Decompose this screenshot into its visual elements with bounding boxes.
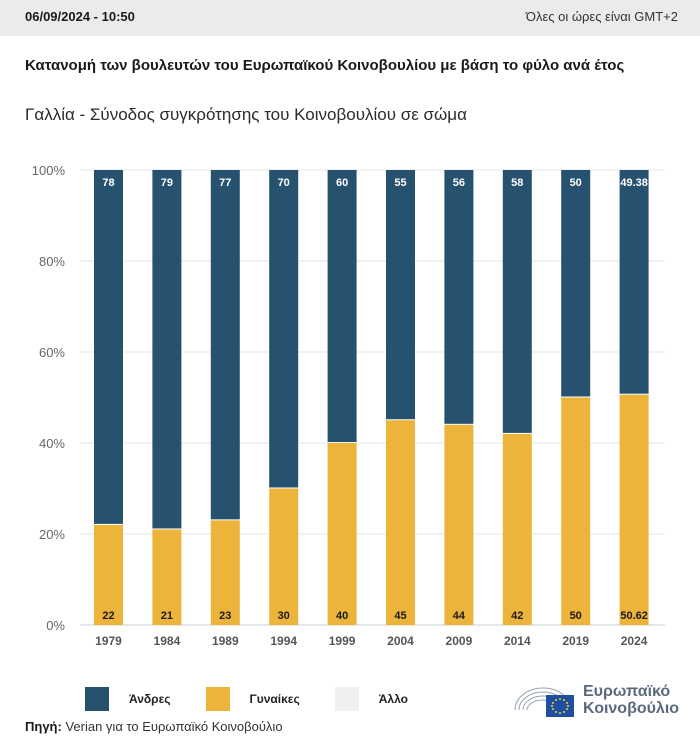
bar-women [152,529,182,625]
source-note: Πηγή: Verian για το Ευρωπαϊκό Κοινοβούλι… [25,719,283,734]
data-label-men: 49.38 [620,177,648,189]
datetime: 06/09/2024 - 10:50 [25,9,135,24]
bar-men [386,170,415,420]
legend-item-other[interactable]: Άλλο [334,687,408,711]
chart-title: Κατανομή των βουλευτών του Ευρωπαϊκού Κο… [25,57,625,74]
bar-men [269,170,299,488]
y-tick-label: 20% [39,527,65,542]
data-label-women: 30 [278,610,290,622]
bars: 78 22 79 21 77 23 70 30 60 40 55 45 56 44 58 42 50 50 49.3… [94,170,649,625]
data-label-women: 21 [161,610,173,622]
data-label-men: 56 [453,177,465,189]
bar-women [210,520,240,625]
x-tick-label: 2024 [621,634,648,648]
data-label-men: 55 [394,177,406,189]
x-tick-label: 1994 [270,634,297,648]
logo-line-2: Κοινοβούλιο [583,700,680,717]
x-tick-label: 1979 [95,634,122,648]
bar-men [327,170,357,442]
top-bar: 06/09/2024 - 10:50 Όλες οι ώρες είναι GM… [0,0,700,36]
x-tick-label: 2014 [504,634,531,648]
source-text: Verian για το Ευρωπαϊκό Κοινοβούλιο [61,719,283,734]
timezone-note: Όλες οι ώρες είναι GMT+2 [525,9,678,24]
data-label-women: 40 [336,610,348,622]
chart-subtitle: Γαλλία - Σύνοδος συγκρότησης του Κοινοβο… [25,105,467,124]
data-label-men: 78 [102,177,114,189]
legend-swatch-men [85,687,109,711]
data-label-women: 42 [511,610,523,622]
y-tick-label: 80% [39,254,65,269]
y-tick-label: 100% [32,163,66,178]
logo-text: Ευρωπαϊκό Κοινοβούλιο [583,683,679,717]
legend-item-men[interactable]: Άνδρες [85,687,171,711]
data-label-men: 79 [161,177,173,189]
bar-women [502,433,532,625]
x-axis: 1979 1984 1989 1994 1999 2004 2009 2014 2019 2024 [95,634,648,648]
bar-women [269,488,299,625]
bar-women [619,394,649,625]
y-tick-label: 0% [46,618,65,633]
data-label-men: 70 [278,177,290,189]
bar-men [94,170,123,524]
x-tick-label: 2019 [562,634,589,648]
y-tick-label: 60% [39,345,65,360]
data-label-men: 50 [570,177,582,189]
data-label-men: 77 [219,177,231,189]
x-tick-label: 1999 [329,634,356,648]
bar-men [561,170,591,397]
legend-swatch-women [205,687,230,711]
legend-item-women[interactable]: Γυναίκες [205,687,300,711]
bar-men [444,170,474,424]
legend: Άνδρες Γυναίκες Άλλο [85,687,443,711]
data-label-women: 44 [453,610,466,622]
x-tick-label: 1989 [212,634,239,648]
bar-men [152,170,182,529]
x-tick-label: 2004 [387,634,414,648]
data-label-men: 60 [336,177,348,189]
logo-line-1: Ευρωπαϊκό [583,683,671,700]
bar-women [561,397,591,625]
bar-men [619,170,649,394]
bar-women [327,443,357,625]
x-tick-label: 2009 [446,634,473,648]
stacked-bar-chart: 0% 20% 40% 60% 80% 100% 78 22 79 21 77 23 70 30 60 40 5… [32,163,665,648]
legend-label-women: Γυναίκες [249,692,300,706]
bar-women [444,424,474,625]
bar-men [502,170,532,433]
data-label-women: 50.62 [620,610,648,622]
y-axis: 0% 20% 40% 60% 80% 100% [32,163,66,633]
bar-women [386,420,415,625]
data-label-women: 23 [219,610,231,622]
bar-men [210,170,240,520]
data-label-men: 58 [511,177,523,189]
data-label-women: 22 [102,610,114,622]
legend-label-men: Άνδρες [129,692,171,706]
legend-label-other: Άλλο [378,692,408,706]
data-label-women: 50 [570,610,582,622]
bar-women [94,524,123,625]
data-label-women: 45 [394,610,406,622]
source-prefix: Πηγή: [25,719,62,734]
legend-swatch-other [334,687,359,711]
y-tick-label: 40% [39,436,65,451]
x-tick-label: 1984 [154,634,181,648]
european-parliament-logo-icon [514,687,574,717]
